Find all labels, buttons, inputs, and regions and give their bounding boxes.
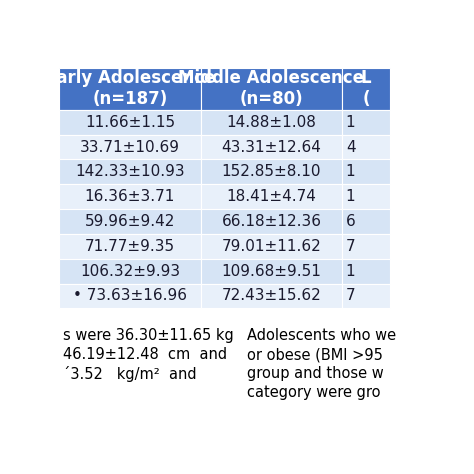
Text: L
(: L ( — [361, 69, 371, 108]
Text: ´3.52   kg/m²  and: ´3.52 kg/m² and — [63, 366, 197, 383]
FancyBboxPatch shape — [342, 184, 390, 209]
FancyBboxPatch shape — [201, 209, 342, 234]
Text: 43.31±12.64: 43.31±12.64 — [221, 139, 321, 155]
FancyBboxPatch shape — [342, 159, 390, 184]
FancyBboxPatch shape — [59, 283, 201, 309]
Text: 6: 6 — [346, 214, 356, 229]
Text: 14.88±1.08: 14.88±1.08 — [227, 115, 316, 130]
FancyBboxPatch shape — [201, 159, 342, 184]
Text: 1: 1 — [346, 115, 356, 130]
Text: 1: 1 — [346, 189, 356, 204]
FancyBboxPatch shape — [342, 110, 390, 135]
Text: • 73.63±16.96: • 73.63±16.96 — [73, 289, 187, 303]
FancyBboxPatch shape — [342, 283, 390, 309]
FancyBboxPatch shape — [59, 209, 201, 234]
Text: 152.85±8.10: 152.85±8.10 — [222, 164, 321, 179]
Text: 72.43±15.62: 72.43±15.62 — [221, 289, 321, 303]
Text: category were gro: category were gro — [246, 385, 380, 401]
Text: Adolescents who we: Adolescents who we — [246, 328, 396, 344]
FancyBboxPatch shape — [342, 259, 390, 283]
FancyBboxPatch shape — [342, 68, 390, 110]
FancyBboxPatch shape — [201, 135, 342, 159]
Text: 142.33±10.93: 142.33±10.93 — [75, 164, 185, 179]
FancyBboxPatch shape — [59, 135, 201, 159]
Text: Early Adolescence
(n=187): Early Adolescence (n=187) — [45, 69, 215, 108]
FancyBboxPatch shape — [59, 259, 201, 283]
FancyBboxPatch shape — [59, 234, 201, 259]
Text: 1: 1 — [346, 164, 356, 179]
FancyBboxPatch shape — [59, 184, 201, 209]
FancyBboxPatch shape — [201, 234, 342, 259]
Text: Middle Adolescence
(n=80): Middle Adolescence (n=80) — [178, 69, 365, 108]
FancyBboxPatch shape — [59, 68, 201, 110]
Text: or obese (BMI >95: or obese (BMI >95 — [246, 347, 383, 363]
Text: 66.18±12.36: 66.18±12.36 — [221, 214, 321, 229]
Text: 11.66±1.15: 11.66±1.15 — [85, 115, 175, 130]
FancyBboxPatch shape — [201, 184, 342, 209]
Text: group and those w: group and those w — [246, 366, 383, 382]
Text: 79.01±11.62: 79.01±11.62 — [221, 239, 321, 254]
Text: 59.96±9.42: 59.96±9.42 — [85, 214, 175, 229]
Text: 33.71±10.69: 33.71±10.69 — [80, 139, 180, 155]
Text: 4: 4 — [346, 139, 356, 155]
Text: 109.68±9.51: 109.68±9.51 — [221, 264, 321, 279]
Text: 71.77±9.35: 71.77±9.35 — [85, 239, 175, 254]
Text: 18.41±4.74: 18.41±4.74 — [227, 189, 316, 204]
FancyBboxPatch shape — [342, 135, 390, 159]
FancyBboxPatch shape — [201, 283, 342, 309]
Text: 7: 7 — [346, 289, 356, 303]
FancyBboxPatch shape — [59, 110, 201, 135]
Text: 16.36±3.71: 16.36±3.71 — [85, 189, 175, 204]
Text: 1: 1 — [346, 264, 356, 279]
Text: 46.19±12.48  cm  and: 46.19±12.48 cm and — [63, 347, 227, 363]
FancyBboxPatch shape — [342, 234, 390, 259]
Text: 106.32±9.93: 106.32±9.93 — [80, 264, 180, 279]
FancyBboxPatch shape — [201, 259, 342, 283]
FancyBboxPatch shape — [342, 209, 390, 234]
Text: s were 36.30±11.65 kg: s were 36.30±11.65 kg — [63, 328, 234, 344]
FancyBboxPatch shape — [201, 68, 342, 110]
FancyBboxPatch shape — [201, 110, 342, 135]
FancyBboxPatch shape — [59, 159, 201, 184]
Text: 7: 7 — [346, 239, 356, 254]
